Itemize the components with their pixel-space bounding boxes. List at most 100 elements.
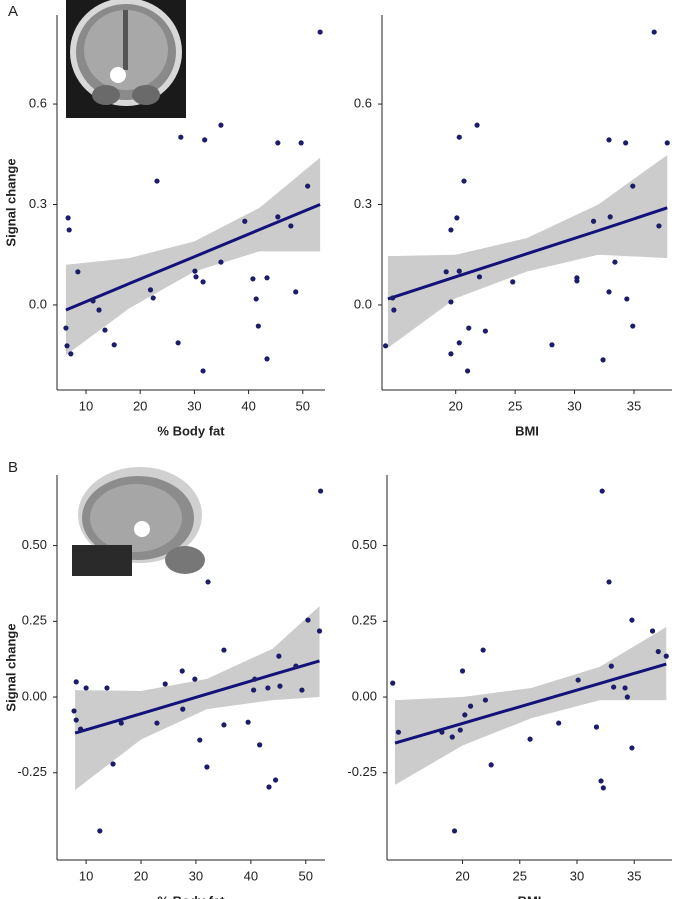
- point: [443, 269, 449, 275]
- point: [480, 647, 486, 653]
- point: [147, 287, 154, 293]
- point: [476, 274, 483, 280]
- point: [193, 274, 199, 280]
- point: [318, 488, 324, 494]
- point: [257, 742, 263, 748]
- point: [252, 676, 258, 682]
- panel-label: B: [8, 459, 18, 476]
- point: [482, 328, 489, 334]
- y-tick-label: 0.25: [352, 613, 377, 628]
- point: [630, 183, 636, 189]
- x-tick-label: 30: [567, 398, 581, 413]
- point: [600, 785, 606, 791]
- point: [73, 717, 79, 723]
- y-tick-label: 0.25: [22, 613, 47, 628]
- point: [102, 327, 108, 333]
- point: [461, 178, 467, 184]
- point: [622, 685, 628, 691]
- confidence-band: [387, 154, 668, 348]
- point: [451, 828, 458, 834]
- point: [598, 778, 604, 784]
- y-tick-label: -0.25: [17, 764, 47, 779]
- point: [590, 218, 597, 224]
- y-tick-label: 0.50: [352, 537, 377, 552]
- point: [316, 628, 323, 634]
- point: [390, 295, 396, 301]
- point: [65, 215, 71, 221]
- x-tick-label: 30: [187, 398, 201, 413]
- point: [305, 183, 311, 189]
- point: [456, 134, 462, 140]
- point: [575, 677, 581, 683]
- point: [218, 259, 224, 265]
- y-tick-label: 0.6: [354, 96, 372, 111]
- point: [439, 729, 445, 735]
- point: [612, 259, 618, 265]
- point: [649, 628, 656, 634]
- point: [606, 137, 612, 143]
- point: [264, 275, 270, 281]
- point: [97, 828, 103, 834]
- brain-images: [66, 0, 212, 576]
- point: [64, 343, 70, 349]
- x-tick-label: 40: [244, 868, 258, 883]
- point: [624, 694, 630, 700]
- fit-line: [394, 662, 667, 745]
- point: [245, 719, 251, 725]
- point: [154, 720, 160, 726]
- point: [664, 140, 670, 146]
- point: [510, 279, 516, 285]
- point: [175, 340, 181, 346]
- point: [111, 342, 117, 348]
- point: [200, 279, 206, 285]
- point: [462, 712, 468, 718]
- x-tick-label: 20: [448, 398, 462, 413]
- y-tick-label: 0.0: [29, 296, 47, 311]
- point: [75, 269, 81, 275]
- point: [218, 122, 224, 128]
- point: [66, 227, 72, 233]
- point: [71, 708, 77, 714]
- point: [275, 140, 281, 146]
- y-tick-label: 0.00: [352, 688, 377, 703]
- point: [162, 681, 168, 687]
- point: [221, 722, 227, 728]
- point: [574, 278, 580, 284]
- point: [180, 706, 186, 712]
- point: [204, 764, 210, 770]
- point: [265, 685, 271, 691]
- point: [656, 223, 662, 229]
- fit-line: [65, 203, 321, 312]
- point: [275, 214, 281, 220]
- point: [264, 356, 270, 362]
- x-tick-label: 20: [134, 868, 148, 883]
- point: [200, 368, 206, 374]
- point: [556, 720, 562, 726]
- y-axis-label: Signal change: [3, 623, 18, 711]
- point: [293, 663, 299, 669]
- point: [298, 140, 304, 146]
- y-axis-label: Signal change: [3, 158, 18, 246]
- x-tick-label: 20: [133, 398, 147, 413]
- x-tick-label: 25: [508, 398, 522, 413]
- point: [629, 617, 635, 623]
- point: [391, 307, 397, 313]
- y-tick-label: 0.3: [354, 196, 372, 211]
- point: [221, 647, 227, 653]
- point: [467, 703, 474, 709]
- x-axis-label: BMI: [518, 893, 542, 899]
- point: [606, 579, 612, 585]
- panel-label: A: [8, 3, 18, 20]
- point: [205, 579, 211, 585]
- point: [482, 697, 489, 703]
- brain-coronal: [66, 0, 186, 118]
- point: [68, 351, 74, 357]
- point: [276, 653, 282, 659]
- point: [448, 299, 454, 305]
- point: [593, 724, 600, 730]
- x-axis-label: BMI: [515, 423, 539, 438]
- y-tick-label: 0.3: [29, 196, 47, 211]
- point: [202, 137, 208, 143]
- point: [466, 325, 472, 331]
- point: [150, 295, 156, 301]
